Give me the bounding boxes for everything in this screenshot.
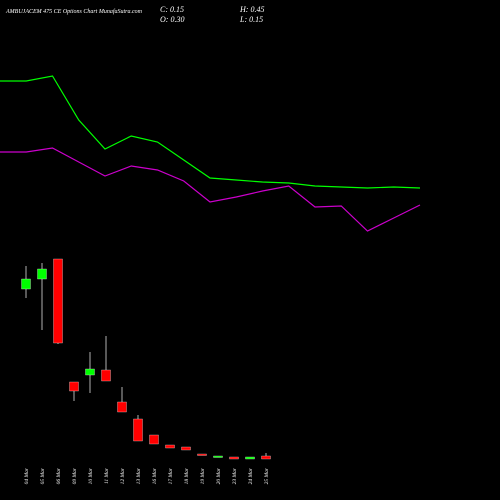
candle-body (197, 453, 207, 456)
candle-body (21, 278, 31, 290)
candle-body (261, 455, 271, 460)
x-tick-label: 11 Mar (104, 467, 110, 484)
candle-body (53, 258, 63, 344)
candle-body (69, 381, 79, 392)
x-tick-label: 18 Mar (184, 467, 190, 484)
candle-body (85, 368, 95, 376)
x-tick-label: 25 Mar (264, 467, 270, 484)
candle-body (181, 446, 191, 451)
stat-label: C: 0.15 (160, 5, 184, 14)
x-tick-label: 17 Mar (168, 467, 174, 484)
stat-label: H: 0.45 (239, 5, 264, 14)
candle-body (229, 456, 239, 460)
stat-label: L: 0.15 (239, 15, 263, 24)
candle-body (245, 456, 255, 460)
x-tick-label: 09 Mar (72, 467, 78, 484)
indicator-line (0, 147, 421, 232)
candle-body (37, 268, 47, 280)
candle-body (133, 418, 143, 442)
candle-body (117, 401, 127, 413)
candle-body (165, 444, 175, 449)
x-tick-label: 05 Mar (40, 467, 46, 484)
x-tick-label: 13 Mar (136, 467, 142, 484)
x-tick-label: 10 Mar (88, 467, 94, 484)
x-tick-label: 20 Mar (216, 467, 222, 484)
x-tick-label: 19 Mar (200, 467, 206, 484)
x-tick-label: 06 Mar (56, 467, 62, 484)
x-tick-label: 23 Mar (232, 467, 238, 484)
candle-body (149, 434, 159, 445)
indicator-line (0, 75, 421, 189)
candle-body (213, 455, 223, 458)
x-tick-label: 04 Mar (23, 467, 30, 484)
stat-label: O: 0.30 (160, 15, 184, 24)
chart-title: AMBUJACEM 475 CE Options Chart MunafaSut… (5, 8, 143, 15)
candle-body (101, 369, 111, 382)
x-tick-label: 16 Mar (152, 467, 158, 484)
x-tick-label: 12 Mar (120, 467, 126, 484)
x-tick-label: 24 Mar (247, 467, 254, 484)
